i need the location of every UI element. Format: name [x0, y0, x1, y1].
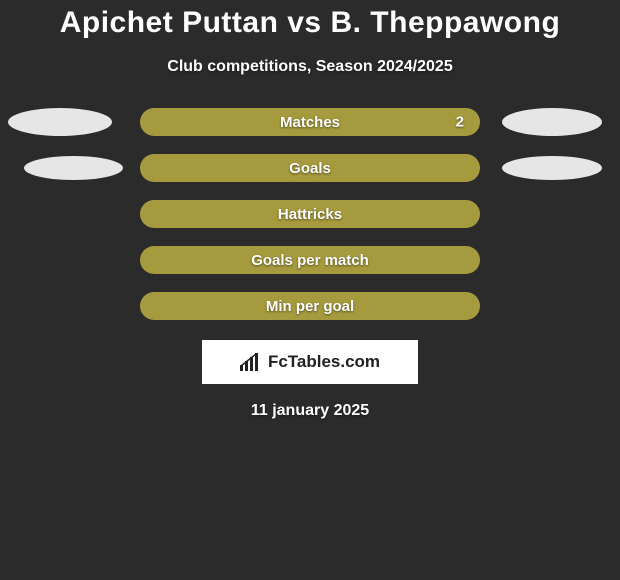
left-visual: [24, 156, 123, 180]
logo-text: FcTables.com: [268, 352, 380, 372]
stat-row: Hattricks: [0, 200, 620, 228]
stat-rows: Matches 2 Goals Hattricks Goals per match Min…: [0, 108, 620, 320]
right-visual: [502, 108, 602, 136]
stat-pill: Goals per match: [140, 246, 480, 274]
stat-row: Matches 2: [0, 108, 620, 136]
stat-label: Hattricks: [278, 206, 342, 223]
stat-row: Min per goal: [0, 292, 620, 320]
logo-card: FcTables.com: [202, 340, 418, 384]
stat-pill: Matches 2: [140, 108, 480, 136]
stat-value: 2: [456, 114, 464, 131]
right-visual: [502, 156, 602, 180]
stat-pill: Hattricks: [140, 200, 480, 228]
player-1-name: Apichet Puttan: [60, 6, 279, 39]
player-2-name: B. Theppawong: [330, 6, 560, 39]
stat-row: Goals: [0, 154, 620, 182]
stat-label: Matches: [280, 114, 340, 131]
stat-label: Goals: [289, 160, 331, 177]
comparison-card: Apichet Puttan vs B. Theppawong Club com…: [0, 0, 620, 580]
stat-pill: Min per goal: [140, 292, 480, 320]
page-title: Apichet Puttan vs B. Theppawong: [0, 6, 620, 40]
stat-label: Goals per match: [251, 252, 369, 269]
stat-row: Goals per match: [0, 246, 620, 274]
stat-label: Min per goal: [266, 298, 354, 315]
chart-icon: [240, 353, 262, 371]
subtitle: Club competitions, Season 2024/2025: [0, 58, 620, 76]
left-visual: [8, 108, 112, 136]
vs-separator: vs: [287, 6, 321, 39]
stat-pill: Goals: [140, 154, 480, 182]
footer-date: 11 january 2025: [0, 402, 620, 420]
